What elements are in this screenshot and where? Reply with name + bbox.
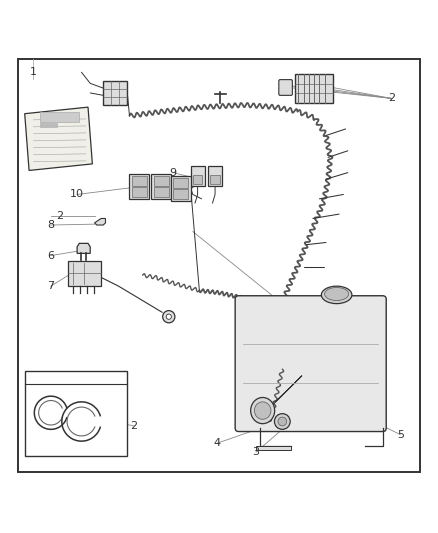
Polygon shape <box>95 219 106 225</box>
Ellipse shape <box>251 398 275 424</box>
Ellipse shape <box>254 402 271 419</box>
Text: 9: 9 <box>170 168 177 177</box>
Bar <box>132 187 147 197</box>
Bar <box>193 175 202 183</box>
Text: 8: 8 <box>47 220 54 230</box>
Bar <box>173 189 188 199</box>
Bar <box>153 187 169 197</box>
Polygon shape <box>25 107 92 171</box>
Bar <box>132 176 147 186</box>
Bar <box>103 81 127 105</box>
Circle shape <box>166 314 171 319</box>
Bar <box>68 261 101 286</box>
Bar <box>151 174 171 199</box>
Polygon shape <box>77 244 90 253</box>
Bar <box>208 166 222 185</box>
Bar <box>191 166 205 185</box>
Text: 10: 10 <box>70 189 84 199</box>
Text: 4: 4 <box>213 438 220 448</box>
Circle shape <box>278 417 287 426</box>
Text: 2: 2 <box>130 421 138 431</box>
FancyBboxPatch shape <box>279 79 292 95</box>
Bar <box>153 176 169 186</box>
Bar <box>130 174 149 199</box>
Ellipse shape <box>321 286 352 304</box>
Text: 2: 2 <box>388 93 395 103</box>
Bar <box>295 75 332 103</box>
Text: 5: 5 <box>397 430 404 440</box>
Bar <box>210 175 220 183</box>
Circle shape <box>162 311 175 323</box>
Bar <box>173 178 188 188</box>
Text: 1: 1 <box>30 67 37 77</box>
Circle shape <box>275 414 290 430</box>
Text: 7: 7 <box>47 281 54 291</box>
Ellipse shape <box>325 287 349 301</box>
Bar <box>256 446 291 450</box>
Bar <box>25 372 127 456</box>
FancyBboxPatch shape <box>235 296 386 432</box>
Text: 6: 6 <box>47 251 54 261</box>
Bar <box>171 176 191 201</box>
Text: 2: 2 <box>56 211 63 221</box>
Bar <box>40 111 79 123</box>
Bar <box>40 123 57 127</box>
Text: 3: 3 <box>253 447 260 457</box>
